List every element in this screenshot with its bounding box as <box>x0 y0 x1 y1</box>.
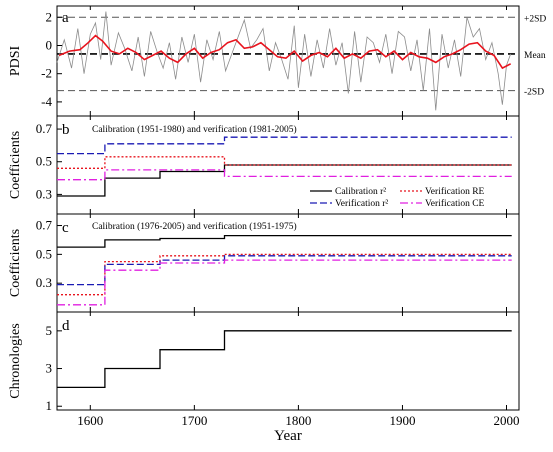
legend-label: Calibration r² <box>335 187 386 197</box>
panel-b-ytick-label: 0.5 <box>36 154 52 169</box>
x-axis-label: Year <box>274 428 302 444</box>
x-tick-label: 1800 <box>285 413 311 428</box>
legend: Calibration r² Verification REVerificatio… <box>310 186 485 209</box>
panel-d-ytick-label: 5 <box>46 323 53 338</box>
panel-b-series-line <box>57 156 512 169</box>
panel-d-ytick-label: 3 <box>46 361 53 376</box>
axis-layer: -4 -2 0 2 +2SD Mean -2SD 0.3 0.5 0.7 0.3 0.5 0.7 1 3 5 1… <box>36 6 546 428</box>
panel-d-letter: d <box>62 318 70 334</box>
panel-a-series-line <box>56 11 512 111</box>
reference-line-label: +2SD <box>524 14 546 24</box>
panel-a-letter: a <box>62 10 69 26</box>
panel-c-ytick-label: 0.3 <box>36 275 52 290</box>
panel-a-ylabel: PDSI <box>8 45 23 76</box>
panel-a-ytick-label: 2 <box>46 9 53 24</box>
reference-line-label: Mean <box>524 51 546 61</box>
x-tick-label: 1600 <box>77 413 103 428</box>
plot-layer <box>56 11 519 389</box>
panel-a-ytick-label: 0 <box>46 37 53 52</box>
panel-b-series-line <box>57 164 512 197</box>
panel-b-ytick-label: 0.3 <box>36 186 52 201</box>
panel-b-ylabel: Coefficients <box>8 131 23 199</box>
panel-c-series-line <box>57 253 512 296</box>
x-tick-label: 1700 <box>181 413 207 428</box>
legend-label: Verification RE <box>425 186 485 197</box>
panel-b-annotation: Calibration (1951-1980) and verification… <box>92 124 297 135</box>
panel-c-letter: c <box>62 220 69 236</box>
panel-c-ytick-label: 0.5 <box>36 246 52 261</box>
panel-d-ytick-label: 1 <box>46 398 53 413</box>
panel-a-ytick-label: -2 <box>41 66 52 81</box>
legend-label: Verification r² <box>335 198 388 209</box>
x-tick-label: 2000 <box>494 413 520 428</box>
panel-a-series-line <box>58 34 512 70</box>
panel-d-series-line <box>57 330 512 389</box>
panel-b-ytick-label: 0.7 <box>36 121 53 136</box>
panel-d-ylabel: Chronologies <box>8 323 23 398</box>
panel-a-ytick-label: -4 <box>41 94 52 109</box>
panel-c-series-line <box>57 234 512 248</box>
x-tick-label: 1900 <box>389 413 415 428</box>
panel-c-ylabel: Coefficients <box>8 229 23 297</box>
legend-label: Verification CE <box>425 198 485 209</box>
panel-c-ytick-label: 0.7 <box>36 218 53 233</box>
reference-line-label: -2SD <box>524 88 544 98</box>
panel-c-annotation: Calibration (1976-2005) and verification… <box>92 221 297 232</box>
panel-c-series-line <box>57 259 512 306</box>
panel-d-frame <box>56 311 520 411</box>
panel-b-series-line <box>57 169 512 181</box>
panel-b-letter: b <box>62 122 70 138</box>
panel-b-series-line <box>57 136 512 155</box>
